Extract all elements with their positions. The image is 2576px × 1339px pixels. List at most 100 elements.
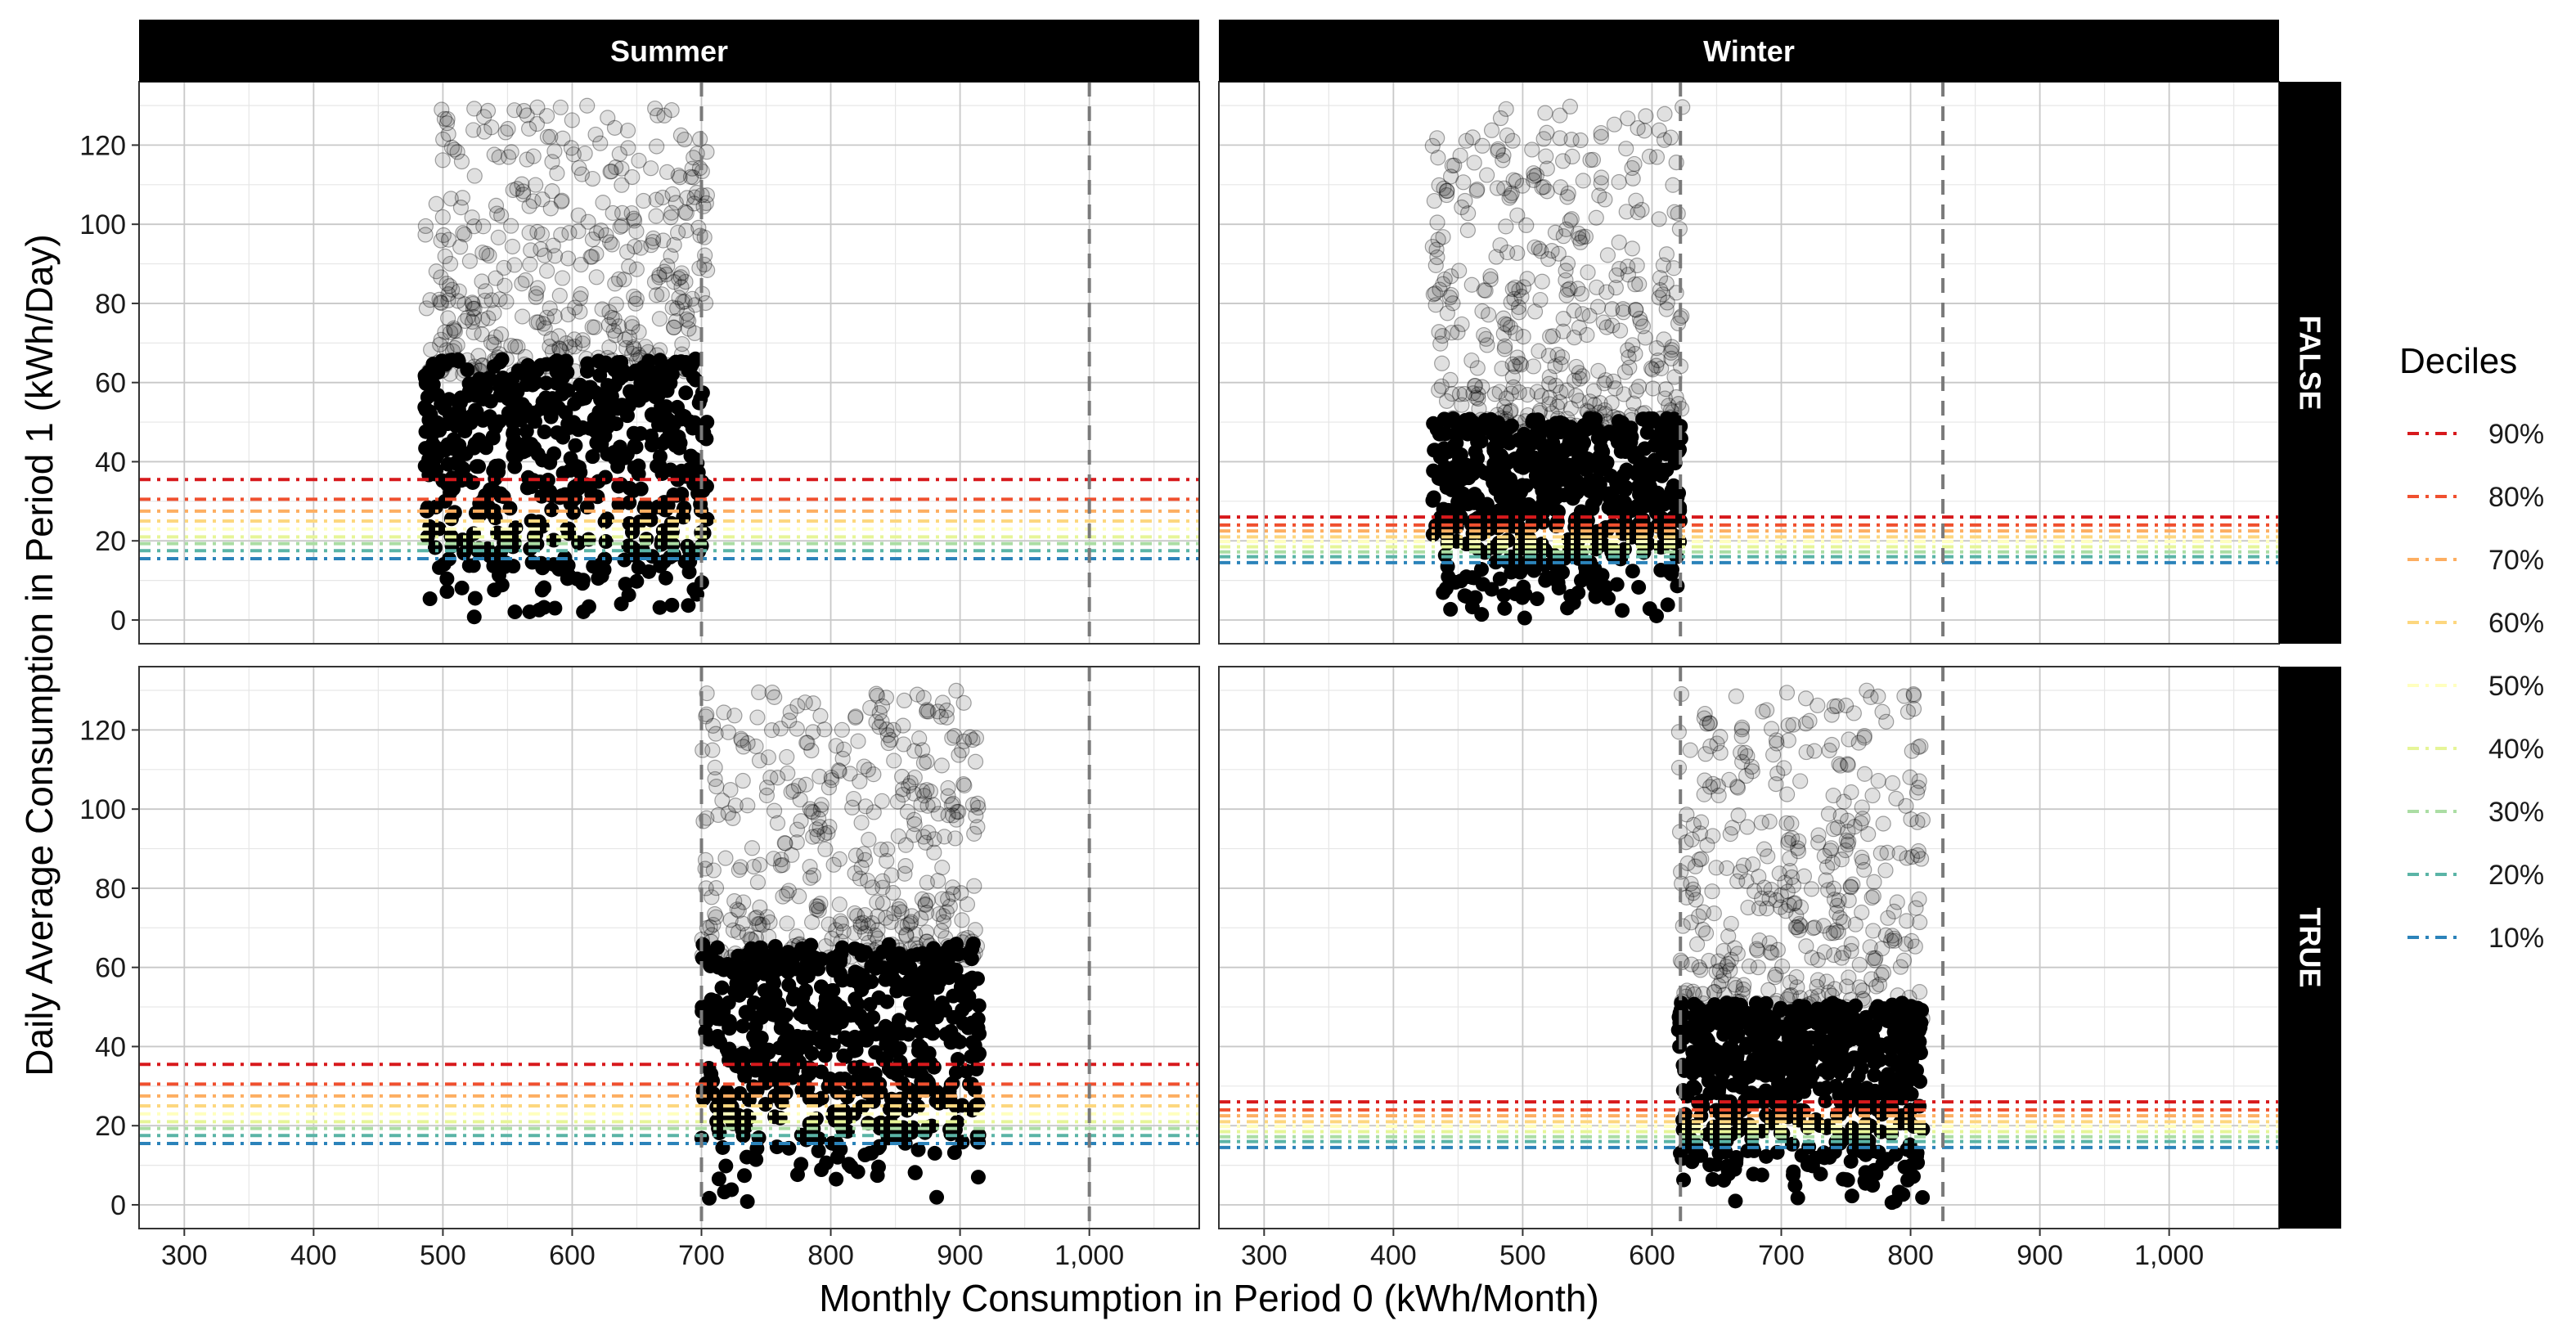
- data-point: [677, 131, 693, 148]
- data-point: [891, 901, 907, 918]
- data-point: [709, 1113, 725, 1129]
- data-point: [1610, 410, 1626, 427]
- data-point: [1739, 819, 1756, 835]
- data-point: [970, 1020, 986, 1036]
- data-point: [468, 402, 483, 418]
- data-point: [1844, 1188, 1859, 1204]
- data-point: [1756, 1025, 1772, 1040]
- data-point: [831, 1009, 847, 1024]
- data-point: [919, 874, 935, 891]
- data-point: [1486, 474, 1501, 490]
- data-point: [967, 753, 984, 770]
- data-point: [747, 910, 763, 927]
- data-point: [1489, 432, 1504, 447]
- data-point: [708, 778, 725, 795]
- data-point: [848, 1039, 864, 1054]
- data-point: [662, 421, 677, 437]
- data-point: [475, 218, 492, 235]
- data-point: [1630, 119, 1646, 137]
- data-point: [1467, 420, 1483, 437]
- data-point: [845, 790, 862, 807]
- data-point: [1446, 157, 1463, 173]
- data-point: [1533, 388, 1550, 404]
- data-point: [748, 738, 764, 755]
- data-point: [1488, 249, 1504, 265]
- data-point: [1511, 282, 1527, 299]
- data-point: [892, 942, 908, 959]
- data-point: [469, 459, 484, 474]
- data-point: [1514, 424, 1531, 440]
- data-point: [1424, 137, 1441, 154]
- data-point: [1541, 396, 1558, 412]
- data-point: [1814, 1020, 1830, 1036]
- data-point: [1780, 834, 1796, 851]
- data-point: [1724, 820, 1741, 836]
- data-point: [1911, 773, 1927, 789]
- data-point: [1430, 231, 1446, 248]
- data-point: [426, 357, 443, 374]
- data-point: [437, 248, 453, 265]
- data-point: [1486, 456, 1502, 472]
- data-point: [820, 780, 838, 796]
- data-point: [906, 827, 922, 843]
- data-point: [1598, 413, 1614, 429]
- data-point: [1585, 383, 1602, 399]
- data-point: [1661, 398, 1677, 414]
- data-point: [446, 142, 463, 158]
- data-point: [509, 181, 525, 197]
- data-point: [913, 910, 929, 927]
- data-point: [870, 922, 886, 938]
- data-point: [528, 314, 545, 330]
- data-point: [708, 880, 725, 896]
- data-point: [1733, 744, 1749, 761]
- data-point: [1641, 148, 1658, 164]
- data-point: [505, 182, 521, 199]
- data-point: [1771, 865, 1787, 882]
- data-point: [551, 400, 566, 416]
- data-point: [1519, 445, 1535, 461]
- data-point: [1816, 944, 1832, 960]
- data-point: [847, 847, 864, 864]
- data-point: [1692, 825, 1709, 842]
- data-point: [1678, 988, 1694, 1004]
- data-point: [864, 879, 881, 896]
- data-point: [1534, 273, 1550, 290]
- data-point: [1496, 587, 1512, 603]
- data-point: [588, 269, 605, 285]
- data-point: [933, 708, 949, 725]
- data-point: [965, 948, 982, 964]
- data-point: [1474, 303, 1490, 320]
- data-point: [566, 339, 583, 355]
- data-point: [481, 247, 497, 264]
- threshold-lines: [1679, 82, 1945, 644]
- data-point: [1588, 589, 1603, 604]
- legend-label: 20%: [2488, 860, 2544, 891]
- data-point: [631, 458, 646, 474]
- data-point: [437, 357, 453, 374]
- data-point: [1648, 149, 1666, 165]
- data-point: [1788, 907, 1805, 923]
- data-point: [1686, 996, 1702, 1012]
- data-point: [775, 888, 791, 905]
- data-point: [1782, 1004, 1798, 1020]
- facet-strip-label: Summer: [610, 34, 728, 68]
- data-point: [1818, 872, 1834, 888]
- data-point: [1733, 1069, 1748, 1085]
- data-point: [1748, 941, 1765, 957]
- data-point: [440, 286, 456, 303]
- data-point: [1591, 187, 1607, 204]
- data-point: [1453, 416, 1468, 431]
- data-point: [488, 471, 503, 487]
- data-point: [1915, 1189, 1931, 1205]
- data-point: [497, 559, 512, 574]
- data-point: [1558, 287, 1575, 303]
- data-point: [1867, 952, 1883, 968]
- data-point: [1695, 995, 1711, 1012]
- data-point: [1792, 899, 1809, 915]
- data-point: [1750, 1005, 1766, 1022]
- data-point: [849, 908, 865, 924]
- data-point: [659, 164, 676, 180]
- data-point: [1844, 1027, 1859, 1042]
- data-point: [546, 143, 563, 160]
